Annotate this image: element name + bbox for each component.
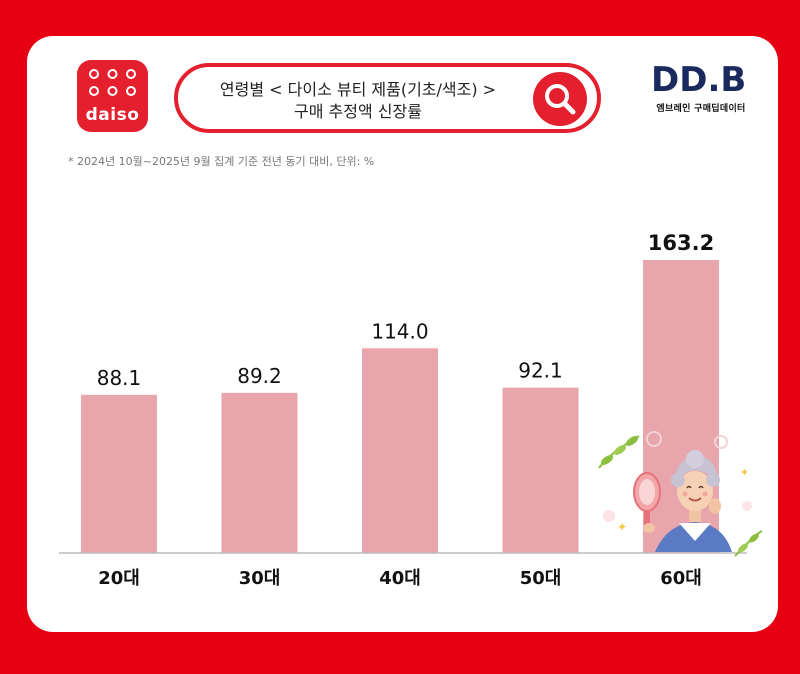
bar-3 [502, 387, 579, 553]
category-label-0: 20대 [98, 568, 140, 589]
category-label-3: 50대 [520, 568, 562, 589]
bar-value-label-1: 89.2 [237, 364, 282, 388]
ddb-subtitle: 엠브레인 구매딥데이터 [656, 104, 746, 114]
elderly-woman-with-mirror-illustration: ✦ ✦ [598, 431, 763, 557]
daiso-logo-text: daiso [85, 105, 140, 125]
bar-1 [221, 392, 298, 553]
category-label-1: 30대 [239, 568, 281, 589]
bar-0 [81, 394, 157, 553]
search-title-line2: 구매 추정액 신장률 [294, 102, 422, 121]
bar-value-label-3: 92.1 [518, 359, 563, 383]
search-title-line1: 연령별 < 다이소 뷰티 제품(기초/색조) > [219, 80, 497, 99]
bar-2 [362, 348, 438, 553]
ddb-logo: DD.B 엠브레인 구매딥데이터 [649, 58, 753, 118]
ddb-logo-text: DD.B [651, 60, 746, 98]
ddb-logo-mark: DD.B [651, 60, 746, 98]
search-button[interactable] [533, 72, 587, 126]
search-box: 연령별 < 다이소 뷰티 제품(기초/색조) > 구매 추정액 신장률 [174, 63, 601, 133]
svg-text:✦: ✦ [617, 520, 627, 534]
bar-value-label-2: 114.0 [371, 319, 428, 343]
svg-text:✦: ✦ [740, 466, 749, 479]
search-icon [545, 84, 576, 115]
bar-value-label-4: 163.2 [648, 231, 714, 255]
category-label-2: 40대 [379, 568, 421, 589]
chart-card: daiso 연령별 < 다이소 뷰티 제품(기초/색조) > 구매 추정액 신장… [27, 36, 778, 632]
daiso-logo: daiso [77, 60, 148, 132]
bar-value-label-0: 88.1 [97, 366, 142, 390]
daiso-dots-icon [89, 69, 136, 96]
category-label-4: 60대 [660, 568, 702, 589]
search-title: 연령별 < 다이소 뷰티 제품(기초/색조) > 구매 추정액 신장률 [178, 79, 538, 123]
footnote: * 2024년 10월~2025년 9월 집계 기준 전년 동기 대비, 단위:… [68, 155, 375, 168]
bar-chart: 88.1 20대 89.2 30대 114.0 40대 92.1 50대 163.2 60대 ✦ … [59, 231, 763, 589]
